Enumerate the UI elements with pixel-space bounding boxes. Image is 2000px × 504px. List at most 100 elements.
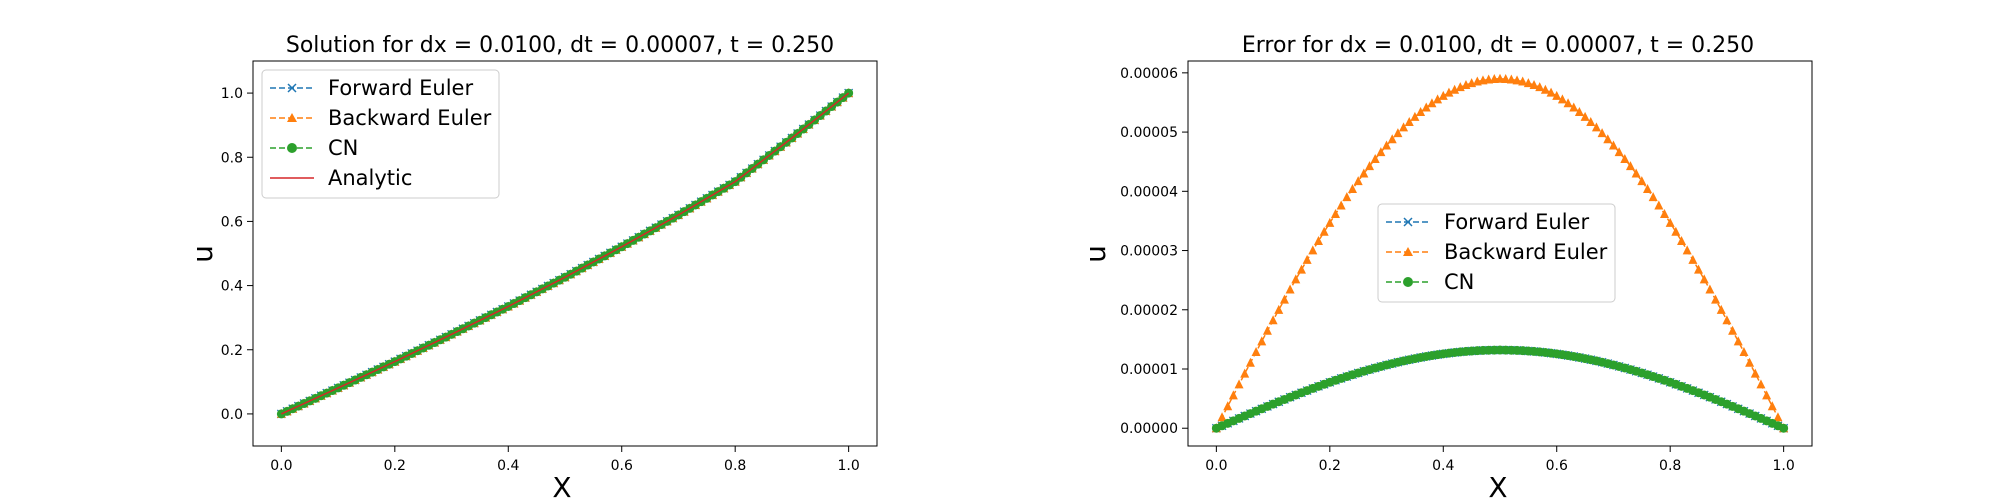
error-y-axis-label: u xyxy=(1079,245,1112,263)
legend-label: Backward Euler xyxy=(328,106,492,130)
x-tick-label: 0.4 xyxy=(1432,458,1454,474)
x-tick-label: 0.4 xyxy=(497,458,519,474)
error-x-ticks: 0.0 0.2 0.4 0.6 0.8 1.0 xyxy=(1205,446,1795,474)
triangle-marker-icon xyxy=(287,113,297,122)
legend-label: Backward Euler xyxy=(1444,240,1608,264)
y-tick-label: 0.00003 xyxy=(1120,244,1178,260)
data-point xyxy=(1739,346,1749,356)
data-point xyxy=(1660,209,1670,219)
error-legend-item-backward-euler: Backward Euler xyxy=(1386,240,1608,264)
data-point xyxy=(1438,90,1448,100)
data-point xyxy=(1745,357,1755,367)
data-point xyxy=(1756,379,1766,389)
data-point xyxy=(1348,184,1358,194)
data-point xyxy=(1302,254,1312,264)
data-point xyxy=(1608,140,1618,150)
data-point xyxy=(1773,412,1783,422)
data-point xyxy=(1586,116,1596,126)
circle-marker-icon xyxy=(287,143,297,153)
data-point xyxy=(1285,284,1295,294)
error-legend-item-cn: CN xyxy=(1386,270,1474,294)
data-point xyxy=(1376,147,1386,157)
data-point xyxy=(1325,217,1335,227)
data-point xyxy=(1597,128,1607,138)
data-point xyxy=(1722,315,1732,325)
data-point xyxy=(1512,75,1522,85)
data-point xyxy=(1699,274,1709,284)
solution-x-axis-label: X xyxy=(552,471,571,500)
y-tick-label: 0.0 xyxy=(221,407,243,423)
solution-legend-item-cn: CN xyxy=(270,136,358,160)
data-point xyxy=(1540,84,1550,94)
y-tick-label: 0.00005 xyxy=(1120,125,1178,141)
data-point xyxy=(1614,147,1624,157)
data-point xyxy=(1296,264,1306,274)
y-tick-label: 0.00001 xyxy=(1120,362,1178,378)
solution-legend-item-analytic: Analytic xyxy=(270,166,412,190)
data-point xyxy=(1251,346,1261,356)
data-point xyxy=(1694,264,1704,274)
solution-legend: Forward Euler Backward Euler CN Analytic xyxy=(261,69,500,199)
data-point xyxy=(1642,184,1652,194)
data-point xyxy=(1705,284,1715,294)
data-point xyxy=(1728,325,1738,335)
data-point xyxy=(1665,217,1675,227)
data-point xyxy=(1620,153,1630,163)
y-tick-label: 0.00000 xyxy=(1120,421,1178,437)
data-point xyxy=(1779,423,1789,433)
data-point xyxy=(1291,274,1301,284)
x-tick-label: 0.8 xyxy=(1659,458,1681,474)
data-point xyxy=(1421,102,1431,112)
data-point xyxy=(1370,153,1380,163)
data-point xyxy=(1444,87,1454,97)
data-point xyxy=(1580,111,1590,121)
data-point xyxy=(1591,122,1601,132)
data-point xyxy=(1228,390,1238,400)
data-point xyxy=(1240,368,1250,378)
data-point xyxy=(1546,87,1556,97)
y-tick-label: 0.00004 xyxy=(1120,184,1178,200)
series-markers-backward-euler xyxy=(1211,73,1789,433)
data-point xyxy=(1450,84,1460,94)
data-point xyxy=(1274,304,1284,314)
data-point xyxy=(1336,200,1346,210)
data-point xyxy=(1529,79,1539,89)
solution-legend-item-forward-euler: Forward Euler xyxy=(270,76,473,100)
solution-chart-title: Solution for dx = 0.0100, dt = 0.00007, … xyxy=(286,33,834,58)
error-chart-title: Error for dx = 0.0100, dt = 0.00007, t =… xyxy=(1242,33,1754,58)
data-point xyxy=(1569,102,1579,112)
series-line-analytic xyxy=(281,92,850,415)
data-point xyxy=(1308,245,1318,255)
data-point xyxy=(1625,161,1635,171)
data-point xyxy=(1523,78,1533,88)
y-tick-label: 1.0 xyxy=(221,86,243,102)
data-point xyxy=(1501,73,1511,83)
x-tick-label: 0.0 xyxy=(1205,458,1227,474)
y-tick-label: 0.6 xyxy=(221,214,243,230)
data-point xyxy=(1353,176,1363,186)
solution-series xyxy=(276,88,854,419)
error-legend-item-forward-euler: Forward Euler xyxy=(1386,210,1589,234)
x-marker-icon xyxy=(1403,217,1413,227)
x-tick-label: 1.0 xyxy=(838,458,860,474)
solution-y-axis-label: u xyxy=(186,245,219,263)
x-tick-label: 0.0 xyxy=(270,458,292,474)
data-point xyxy=(1393,128,1403,138)
data-point xyxy=(1631,168,1641,178)
data-point xyxy=(1359,168,1369,178)
legend-label: Forward Euler xyxy=(328,76,473,100)
data-point xyxy=(1342,192,1352,202)
data-point xyxy=(1427,98,1437,108)
data-point xyxy=(1416,107,1426,117)
y-tick-label: 0.2 xyxy=(221,343,243,359)
series-markers-cn xyxy=(1211,345,1789,433)
data-point xyxy=(1671,226,1681,236)
data-point xyxy=(1688,254,1698,264)
error-legend-box xyxy=(1377,203,1616,303)
data-point xyxy=(1563,98,1573,108)
solution-legend-item-backward-euler: Backward Euler xyxy=(270,106,492,130)
solution-y-ticks: 0.0 0.2 0.4 0.6 0.8 1.0 xyxy=(221,86,253,423)
error-x-axis-label: X xyxy=(1488,471,1507,500)
data-point xyxy=(1682,245,1692,255)
